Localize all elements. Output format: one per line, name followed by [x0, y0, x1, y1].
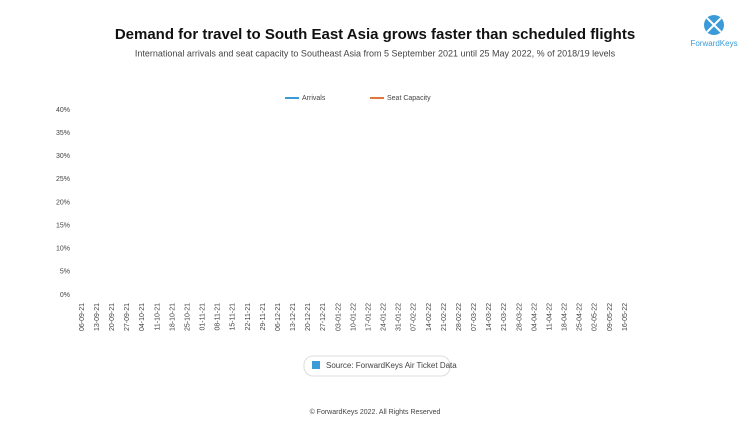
logo: ForwardKeys — [690, 15, 738, 48]
x-tick-label: 20-09-21 — [109, 303, 116, 331]
footer: © ForwardKeys 2022. All Rights Reserved — [310, 408, 441, 416]
x-tick-label: 13-12-21 — [290, 303, 297, 331]
x-tick-label: 20-12-21 — [305, 303, 312, 331]
x-tick-label: 28-03-22 — [516, 303, 523, 331]
x-tick-label: 31-01-22 — [396, 303, 403, 331]
x-tick-label: 07-03-22 — [471, 303, 478, 331]
x-tick-label: 25-04-22 — [577, 303, 584, 331]
x-tick-label: 08-11-21 — [215, 303, 222, 331]
x-tick-label: 21-03-22 — [501, 303, 508, 331]
x-tick-label: 27-12-21 — [320, 303, 327, 331]
x-tick-label: 14-03-22 — [486, 303, 493, 331]
source-box — [303, 355, 451, 377]
x-tick-label: 16-05-22 — [622, 303, 629, 331]
y-tick-label: 25% — [56, 176, 70, 183]
x-tick-label: 29-11-21 — [260, 303, 267, 331]
x-tick-label: 22-11-21 — [245, 303, 252, 331]
x-tick-label: 07-02-22 — [411, 303, 418, 331]
legend-label: Seat Capacity — [387, 95, 431, 102]
source: Source: ForwardKeys Air Ticket Data — [326, 361, 457, 370]
x-tick-label: 09-05-22 — [607, 303, 614, 331]
y-tick-label: 0% — [60, 292, 70, 299]
x-tick-label: 18-10-21 — [169, 303, 176, 331]
x-tick-label: 15-11-21 — [230, 303, 237, 331]
x-tick-label: 01-11-21 — [200, 303, 207, 331]
y-tick-label: 5% — [60, 269, 70, 276]
y-tick-label: 40% — [56, 107, 70, 114]
x-tick-label: 11-04-22 — [546, 303, 553, 331]
x-tick-label: 18-04-22 — [562, 303, 569, 331]
y-tick-label: 15% — [56, 222, 70, 229]
y-tick-label: 35% — [56, 130, 70, 137]
x-tick-label: 14-02-22 — [426, 303, 433, 331]
legend-label: Arrivals — [302, 95, 326, 102]
x-tick-label: 17-01-22 — [365, 303, 372, 331]
x-tick-label: 13-09-21 — [94, 303, 101, 331]
source-icon — [312, 361, 320, 369]
chart-subtitle: International arrivals and seat capacity… — [135, 48, 616, 58]
y-tick-label: 10% — [56, 246, 70, 253]
x-tick-label: 10-01-22 — [350, 303, 357, 331]
x-tick-label: 06-09-21 — [79, 303, 86, 331]
y-tick-label: 20% — [56, 199, 70, 206]
x-tick-label: 03-01-22 — [335, 303, 342, 331]
x-tick-label: 27-09-21 — [124, 303, 131, 331]
logo-mark — [706, 17, 722, 33]
x-tick-label: 11-10-21 — [154, 303, 161, 331]
chart-title: Demand for travel to South East Asia gro… — [115, 26, 635, 43]
x-tick-label: 25-10-21 — [184, 303, 191, 331]
x-tick-label: 28-02-22 — [456, 303, 463, 331]
x-tick-label: 04-04-22 — [531, 303, 538, 331]
logo-text: ForwardKeys — [690, 39, 737, 48]
x-tick-label: 24-01-22 — [381, 303, 388, 331]
y-tick-label: 30% — [56, 153, 70, 160]
x-tick-label: 02-05-22 — [592, 303, 599, 331]
x-tick-label: 21-02-22 — [441, 303, 448, 331]
x-tick-label: 06-12-21 — [275, 303, 282, 331]
x-tick-label: 04-10-21 — [139, 303, 146, 331]
